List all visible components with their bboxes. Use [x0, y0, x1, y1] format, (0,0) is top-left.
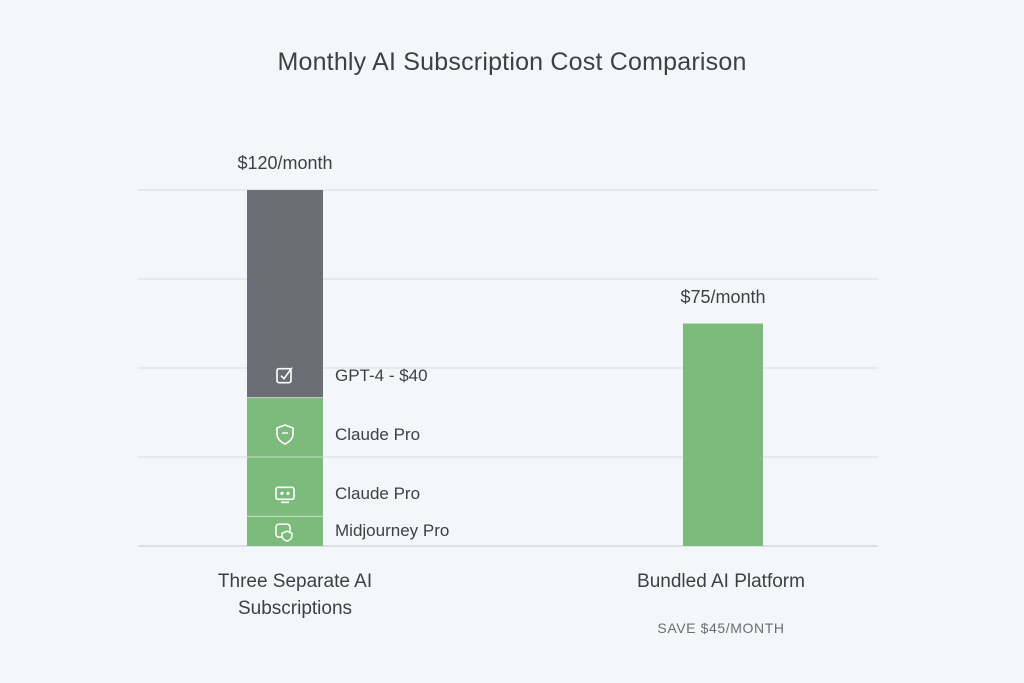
bar-segment — [247, 397, 323, 457]
segment-label: Claude Pro — [335, 484, 421, 504]
segment-label: Claude Pro — [335, 425, 421, 444]
monitor-icon — [275, 486, 295, 504]
segment-label: Midjourney Pro — [335, 521, 450, 541]
shield-icon — [276, 424, 294, 445]
bar-segment — [247, 190, 323, 398]
category-label: Bundled AI Platform — [637, 571, 805, 592]
bar-segment — [247, 516, 323, 546]
image-shield-icon — [275, 523, 293, 542]
bar-segment — [683, 323, 763, 546]
bar-total-label: $75/month — [680, 286, 766, 307]
category-label: Three Separate AI Subscriptions — [217, 571, 373, 619]
bar-total-label: $120/month — [237, 153, 333, 173]
savings-annotation: SAVE $45/MONTH — [657, 620, 785, 636]
checkbox-icon — [276, 367, 293, 384]
chart-title: Monthly AI Subscription Cost Comparison — [277, 48, 747, 76]
segment-label: GPT-4 - $40 — [335, 365, 428, 385]
